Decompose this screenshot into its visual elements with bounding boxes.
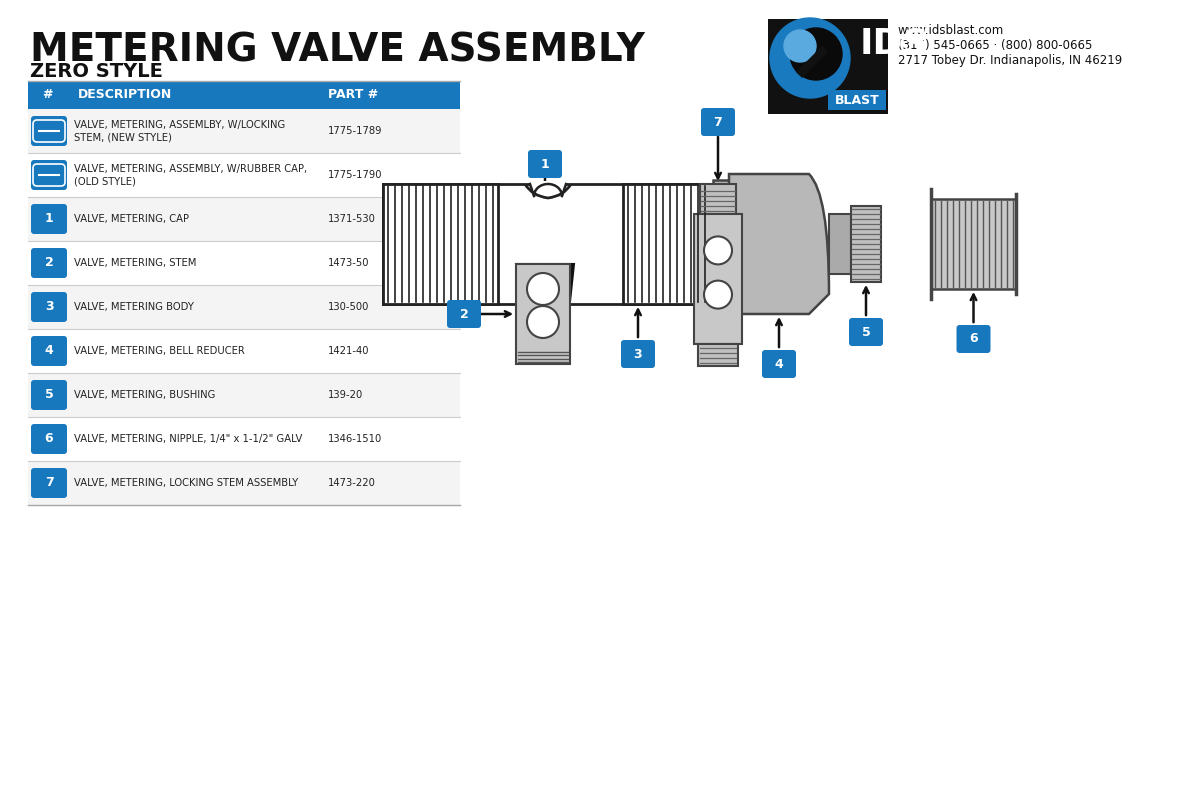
Text: 1421-40: 1421-40: [328, 346, 370, 356]
Bar: [698, 344, 738, 366]
Text: 2717 Tobey Dr. Indianapolis, IN 46219: 2717 Tobey Dr. Indianapolis, IN 46219: [898, 54, 1122, 67]
Text: 6: 6: [44, 433, 54, 445]
Text: www.idsblast.com: www.idsblast.com: [898, 24, 1005, 37]
Bar: [28, 373, 460, 417]
Text: 1473-50: 1473-50: [328, 258, 370, 268]
Text: VALVE, METERING, BELL REDUCER: VALVE, METERING, BELL REDUCER: [74, 346, 245, 356]
Text: 6: 6: [969, 333, 978, 345]
Text: DESCRIPTION: DESCRIPTION: [78, 88, 172, 102]
Polygon shape: [515, 264, 574, 320]
Bar: [28, 81, 460, 109]
FancyBboxPatch shape: [447, 300, 481, 328]
FancyBboxPatch shape: [957, 325, 990, 353]
Text: 2: 2: [44, 256, 54, 269]
Text: (OLD STYLE): (OLD STYLE): [74, 176, 136, 186]
Bar: [28, 81, 460, 505]
Text: VALVE, METERING BODY: VALVE, METERING BODY: [74, 302, 194, 312]
Circle shape: [527, 273, 559, 305]
Bar: [768, 19, 887, 114]
PathPatch shape: [730, 174, 829, 314]
FancyBboxPatch shape: [527, 150, 562, 178]
Circle shape: [785, 30, 816, 62]
Text: 7: 7: [44, 476, 54, 489]
Bar: [713, 180, 730, 308]
Text: STEM, (NEW STYLE): STEM, (NEW STYLE): [74, 132, 172, 142]
Bar: [383, 184, 498, 304]
Circle shape: [527, 306, 559, 338]
Text: VALVE, METERING, ASSEMLBY, W/LOCKING: VALVE, METERING, ASSEMLBY, W/LOCKING: [74, 120, 286, 130]
Text: IDS: IDS: [860, 26, 929, 60]
Text: 1473-220: 1473-220: [328, 478, 376, 488]
Bar: [28, 153, 460, 197]
Bar: [930, 199, 1015, 289]
Bar: [828, 90, 886, 110]
FancyBboxPatch shape: [31, 248, 67, 278]
Text: BLAST: BLAST: [835, 94, 879, 106]
FancyBboxPatch shape: [31, 204, 67, 234]
Bar: [852, 206, 881, 282]
Text: 5: 5: [44, 388, 54, 402]
Bar: [623, 184, 713, 304]
Text: 1775-1790: 1775-1790: [328, 170, 383, 180]
Text: 2: 2: [459, 307, 469, 321]
Circle shape: [770, 18, 850, 98]
Bar: [383, 184, 713, 304]
Text: 4: 4: [775, 357, 783, 371]
FancyBboxPatch shape: [621, 340, 655, 368]
Text: 1: 1: [541, 157, 549, 171]
Text: ZERO STYLE: ZERO STYLE: [30, 62, 163, 81]
FancyBboxPatch shape: [31, 380, 67, 410]
FancyBboxPatch shape: [31, 336, 67, 366]
Text: 1: 1: [44, 213, 54, 225]
Bar: [829, 214, 852, 274]
Text: VALVE, METERING, BUSHING: VALVE, METERING, BUSHING: [74, 390, 215, 400]
Bar: [521, 320, 568, 334]
Bar: [28, 109, 460, 153]
FancyBboxPatch shape: [762, 350, 797, 378]
FancyBboxPatch shape: [31, 160, 67, 190]
Circle shape: [704, 280, 732, 309]
FancyBboxPatch shape: [31, 292, 67, 322]
Bar: [28, 329, 460, 373]
Bar: [28, 285, 460, 329]
FancyBboxPatch shape: [31, 116, 67, 146]
Bar: [28, 197, 460, 241]
Text: 1371-530: 1371-530: [328, 214, 376, 224]
Text: 1346-1510: 1346-1510: [328, 434, 383, 444]
Polygon shape: [797, 46, 828, 78]
Bar: [694, 214, 742, 344]
Text: VALVE, METERING, ASSEMBLY, W/RUBBER CAP,: VALVE, METERING, ASSEMBLY, W/RUBBER CAP,: [74, 164, 307, 174]
Text: VALVE, METERING, STEM: VALVE, METERING, STEM: [74, 258, 196, 268]
Text: 5: 5: [861, 326, 871, 338]
Text: 1775-1789: 1775-1789: [328, 126, 383, 136]
Bar: [28, 461, 460, 505]
Circle shape: [704, 237, 732, 264]
Text: PART #: PART #: [328, 88, 378, 102]
Bar: [28, 241, 460, 285]
Text: 7: 7: [714, 115, 722, 129]
Text: VALVE, METERING, NIPPLE, 1/4" x 1-1/2" GALV: VALVE, METERING, NIPPLE, 1/4" x 1-1/2" G…: [74, 434, 303, 444]
Text: 4: 4: [44, 345, 54, 357]
FancyBboxPatch shape: [701, 108, 736, 136]
Text: 139-20: 139-20: [328, 390, 364, 400]
FancyBboxPatch shape: [31, 468, 67, 498]
FancyBboxPatch shape: [31, 424, 67, 454]
Text: METERING VALVE ASSEMBLY: METERING VALVE ASSEMBLY: [30, 32, 645, 70]
Text: 3: 3: [44, 300, 54, 314]
Bar: [28, 417, 460, 461]
Bar: [515, 264, 570, 364]
FancyBboxPatch shape: [849, 318, 883, 346]
Text: #: #: [42, 88, 53, 102]
Text: 3: 3: [634, 348, 642, 360]
Text: VALVE, METERING, LOCKING STEM ASSEMBLY: VALVE, METERING, LOCKING STEM ASSEMBLY: [74, 478, 298, 488]
Bar: [700, 184, 736, 214]
Text: (317) 545-0665 · (800) 800-0665: (317) 545-0665 · (800) 800-0665: [898, 39, 1092, 52]
Text: VALVE, METERING, CAP: VALVE, METERING, CAP: [74, 214, 189, 224]
Text: 130-500: 130-500: [328, 302, 370, 312]
Bar: [530, 181, 566, 198]
Circle shape: [791, 28, 842, 80]
